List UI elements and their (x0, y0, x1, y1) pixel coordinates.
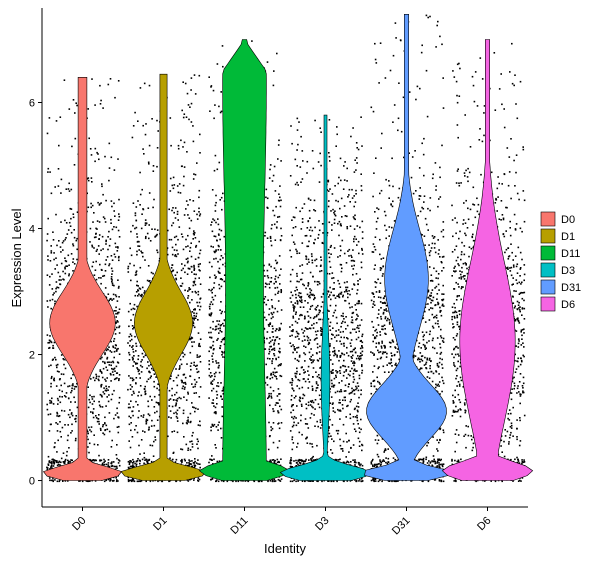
y-tick-label: 0 (29, 476, 35, 488)
legend: D0 D1 D11 D3 D31 D6 (541, 212, 581, 311)
x-ticks-layer: D0 D1 D11 D3 D31 D6 (70, 507, 493, 537)
y-tick-label: 6 (29, 98, 35, 110)
legend-key-D0 (541, 212, 555, 226)
x-tick-label-D6: D6 (475, 515, 493, 533)
x-axis-title: Identity (264, 541, 306, 556)
violin-D1 (121, 74, 206, 480)
legend-label-D1: D1 (561, 231, 575, 243)
legend-key-D3 (541, 263, 555, 277)
legend-label-D0: D0 (561, 214, 575, 226)
y-tick-label: 2 (29, 350, 35, 362)
x-tick-label-D0: D0 (70, 515, 88, 533)
x-tick-label-D3: D3 (313, 515, 331, 533)
legend-key-D31 (541, 280, 555, 294)
x-tick-label-D1: D1 (151, 515, 169, 533)
y-axis-title: Expression Level (9, 208, 24, 307)
legend-label-D3: D3 (561, 265, 575, 277)
x-tick-label-D11: D11 (228, 515, 250, 537)
jitter-points-layer (46, 15, 525, 483)
legend-key-D11 (541, 246, 555, 260)
violin-D31 (365, 14, 449, 480)
y-tick-label: 4 (29, 224, 35, 236)
x-tick-label-D31: D31 (390, 515, 413, 538)
legend-key-D6 (541, 297, 555, 311)
legend-label-D11: D11 (561, 248, 580, 260)
violin-D0 (43, 77, 121, 480)
legend-label-D6: D6 (561, 299, 575, 311)
legend-label-D31: D31 (561, 282, 581, 294)
y-ticks-layer: 0 2 4 6 (29, 98, 42, 488)
legend-key-D1 (541, 229, 555, 243)
